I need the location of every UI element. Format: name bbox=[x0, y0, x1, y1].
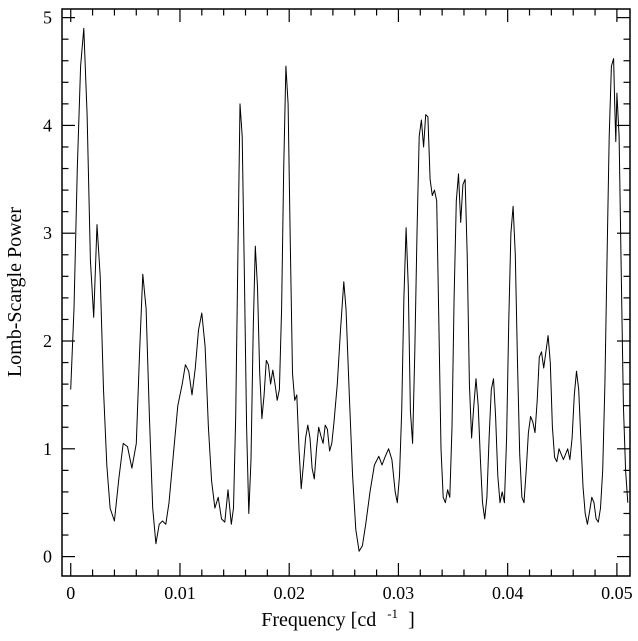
x-tick-label: 0.01 bbox=[164, 583, 196, 603]
plot-area bbox=[61, 8, 631, 577]
y-tick-label: 5 bbox=[43, 8, 52, 28]
x-axis-label: Frequency [cd -1 ] bbox=[261, 601, 414, 631]
tick-labels: 0 0.01 0.02 0.03 0.04 0.05 0 1 2 3 4 5 bbox=[43, 8, 633, 603]
y-tick-label: 0 bbox=[43, 547, 52, 567]
x-axis-label-text: Frequency [cd bbox=[261, 609, 376, 631]
x-tick-label: 0.05 bbox=[601, 583, 633, 603]
x-axis-label-close: ] bbox=[408, 609, 415, 631]
plot-frame bbox=[61, 8, 631, 577]
x-tick-label: 0.04 bbox=[492, 583, 524, 603]
x-tick-label: 0 bbox=[66, 583, 75, 603]
x-tick-label: 0.02 bbox=[273, 583, 305, 603]
x-axis-label-sup: -1 bbox=[387, 606, 398, 621]
y-tick-label: 4 bbox=[43, 115, 52, 135]
series-periodogram-line bbox=[70, 27, 629, 552]
y-tick-label: 1 bbox=[43, 439, 52, 459]
y-tick-label: 2 bbox=[43, 331, 52, 351]
y-tick-label: 3 bbox=[43, 223, 52, 243]
y-axis-label: Lomb-Scargle Power bbox=[4, 207, 26, 377]
x-tick-label: 0.03 bbox=[383, 583, 415, 603]
axis-ticks bbox=[62, 9, 630, 576]
